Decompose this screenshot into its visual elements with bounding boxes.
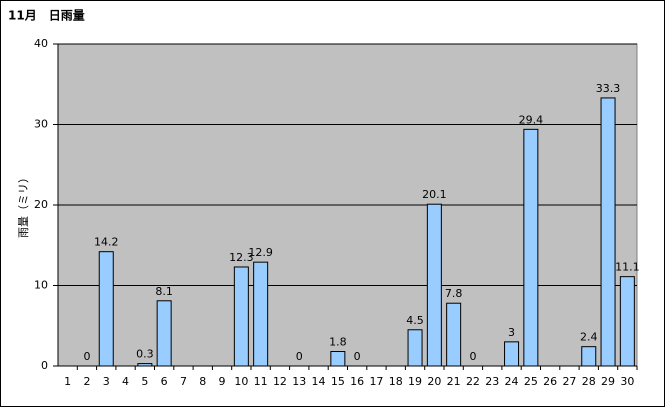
y-tick-label: 10 — [34, 279, 48, 292]
y-tick-label: 0 — [41, 359, 48, 372]
x-tick-label: 28 — [582, 375, 596, 388]
x-tick-label: 29 — [601, 375, 615, 388]
x-tick-label: 2 — [83, 375, 90, 388]
x-tick-label: 30 — [620, 375, 634, 388]
value-label: 2.4 — [580, 331, 598, 344]
x-tick-label: 26 — [543, 375, 557, 388]
bar — [137, 363, 153, 367]
value-label: 12.3 — [229, 251, 254, 264]
x-tick-label: 24 — [505, 375, 519, 388]
value-label: 11.1 — [615, 261, 640, 274]
value-label: 7.8 — [445, 287, 463, 300]
value-label: 29.4 — [519, 113, 544, 126]
x-tick-label: 22 — [466, 375, 480, 388]
bar — [407, 329, 423, 367]
x-tick-label: 5 — [141, 375, 148, 388]
bar — [619, 276, 635, 367]
bar — [504, 341, 520, 367]
value-label: 33.3 — [596, 82, 621, 95]
x-tick-label: 4 — [122, 375, 129, 388]
value-label: 8.1 — [155, 285, 173, 298]
x-tick-label: 25 — [524, 375, 538, 388]
x-tick-label: 20 — [427, 375, 441, 388]
x-tick-label: 27 — [562, 375, 576, 388]
x-tick-label: 19 — [408, 375, 422, 388]
x-tick-label: 6 — [161, 375, 168, 388]
bar — [233, 266, 249, 367]
bar — [446, 302, 462, 367]
x-tick-label: 10 — [234, 375, 248, 388]
value-label: 4.5 — [406, 314, 424, 327]
value-label: 0 — [354, 350, 361, 363]
value-label: 0 — [83, 350, 90, 363]
y-tick-label: 30 — [34, 118, 48, 131]
y-tick-label: 20 — [34, 198, 48, 211]
x-tick-label: 18 — [389, 375, 403, 388]
y-tick-label: 40 — [34, 37, 48, 50]
x-tick-label: 7 — [180, 375, 187, 388]
bar — [426, 203, 442, 367]
bar — [330, 351, 346, 367]
x-tick-label: 14 — [312, 375, 326, 388]
x-tick-label: 23 — [485, 375, 499, 388]
value-label: 1.8 — [329, 336, 347, 349]
value-label: 12.9 — [248, 246, 273, 259]
bar — [253, 261, 269, 367]
x-tick-label: 13 — [292, 375, 306, 388]
value-label: 0 — [296, 350, 303, 363]
value-label: 3 — [508, 326, 515, 339]
bar — [581, 346, 597, 367]
x-tick-label: 21 — [447, 375, 461, 388]
x-tick-label: 11 — [254, 375, 268, 388]
value-label: 0.3 — [136, 348, 154, 361]
x-tick-label: 1 — [64, 375, 71, 388]
x-tick-label: 12 — [273, 375, 287, 388]
value-label: 0 — [469, 350, 476, 363]
y-axis-label: 雨量（ミリ） — [17, 172, 30, 238]
value-label: 14.2 — [94, 236, 119, 249]
x-tick-label: 15 — [331, 375, 345, 388]
x-tick-label: 8 — [199, 375, 206, 388]
x-tick-label: 16 — [350, 375, 364, 388]
x-tick-label: 17 — [369, 375, 383, 388]
bar — [523, 128, 539, 367]
bar — [98, 251, 114, 367]
x-tick-label: 3 — [103, 375, 110, 388]
bar — [156, 300, 172, 367]
chart-title: 11月 日雨量 — [8, 9, 85, 23]
bar — [600, 97, 616, 367]
x-tick-label: 9 — [219, 375, 226, 388]
value-label: 20.1 — [422, 188, 447, 201]
